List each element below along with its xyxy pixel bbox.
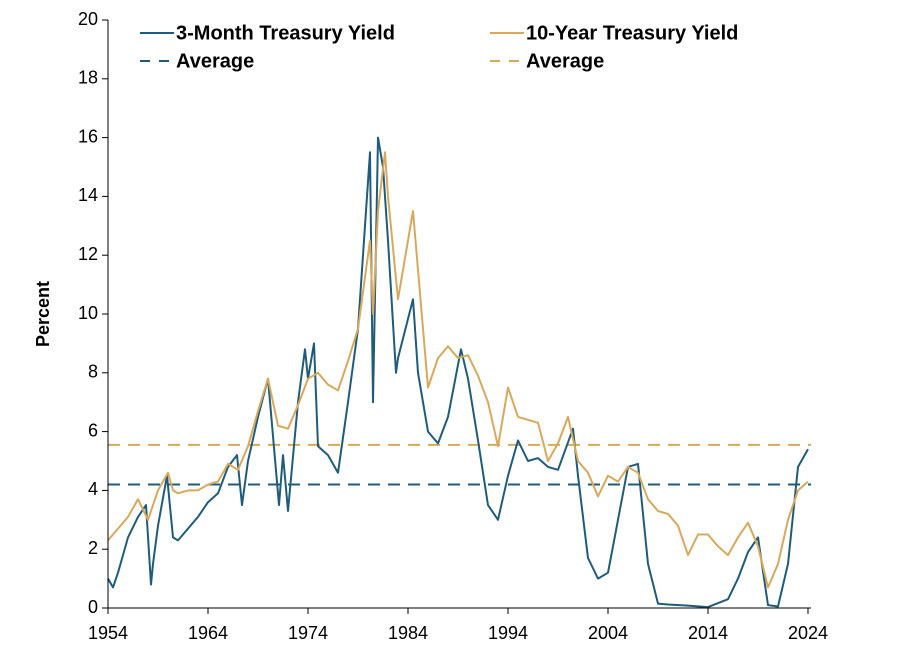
x-tick-label: 2014 (688, 623, 728, 643)
legend-label: 10-Year Treasury Yield (526, 22, 738, 44)
y-tick-label: 18 (78, 68, 98, 88)
y-axis-label: Percent (33, 281, 53, 347)
legend-label: Average (526, 50, 604, 72)
legend-label: 3-Month Treasury Yield (176, 22, 395, 44)
x-tick-label: 1994 (488, 623, 528, 643)
y-tick-label: 10 (78, 303, 98, 323)
y-tick-label: 4 (88, 479, 98, 499)
y-tick-label: 14 (78, 185, 98, 205)
x-tick-label: 1964 (188, 623, 228, 643)
y-tick-label: 12 (78, 244, 98, 264)
y-tick-label: 8 (88, 362, 98, 382)
y-tick-label: 6 (88, 420, 98, 440)
series-line (107, 151, 809, 589)
x-tick-label: 1954 (88, 623, 128, 643)
series-line (107, 136, 809, 609)
y-tick-label: 20 (78, 9, 98, 29)
x-tick-label: 2024 (788, 623, 828, 643)
legend-label: Average (176, 50, 254, 72)
y-tick-label: 2 (88, 538, 98, 558)
x-tick-label: 2004 (588, 623, 628, 643)
x-tick-label: 1974 (288, 623, 328, 643)
y-tick-label: 0 (88, 597, 98, 617)
x-tick-label: 1984 (388, 623, 428, 643)
y-tick-label: 16 (78, 126, 98, 146)
